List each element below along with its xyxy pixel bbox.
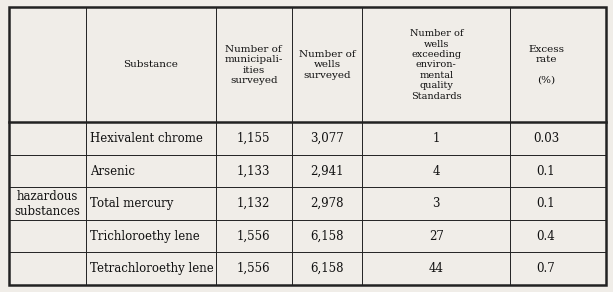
Text: 1,132: 1,132 — [237, 197, 270, 210]
Text: 6,158: 6,158 — [310, 262, 344, 275]
Text: 4: 4 — [433, 165, 440, 178]
Text: 2,978: 2,978 — [310, 197, 344, 210]
Text: 1,133: 1,133 — [237, 165, 270, 178]
Text: Hexivalent chrome: Hexivalent chrome — [91, 132, 204, 145]
Text: 44: 44 — [428, 262, 444, 275]
Text: Arsenic: Arsenic — [91, 165, 135, 178]
Text: 3: 3 — [433, 197, 440, 210]
Text: 0.4: 0.4 — [536, 230, 555, 243]
Text: Substance: Substance — [123, 60, 178, 69]
Text: 1,556: 1,556 — [237, 262, 270, 275]
Text: hazardous
substances: hazardous substances — [15, 190, 80, 218]
Text: 2,941: 2,941 — [310, 165, 344, 178]
Text: 3,077: 3,077 — [310, 132, 344, 145]
Text: Trichloroethy lene: Trichloroethy lene — [91, 230, 200, 243]
Text: 1: 1 — [433, 132, 440, 145]
Text: 6,158: 6,158 — [310, 230, 344, 243]
Text: 27: 27 — [429, 230, 444, 243]
Text: 1,155: 1,155 — [237, 132, 270, 145]
Text: 1,556: 1,556 — [237, 230, 270, 243]
Text: Number of
municipali-
ities
surveyed: Number of municipali- ities surveyed — [224, 45, 283, 85]
Text: Number of
wells
surveyed: Number of wells surveyed — [299, 50, 356, 80]
Text: Excess
rate

(%): Excess rate (%) — [528, 45, 564, 85]
Text: 0.1: 0.1 — [537, 165, 555, 178]
Text: 0.03: 0.03 — [533, 132, 559, 145]
Text: Tetrachloroethy lene: Tetrachloroethy lene — [91, 262, 214, 275]
Text: 0.1: 0.1 — [537, 197, 555, 210]
Text: Total mercury: Total mercury — [91, 197, 174, 210]
Text: Number of
wells
exceeding
environ-
mental
quality
Standards: Number of wells exceeding environ- menta… — [409, 29, 463, 100]
Text: 0.7: 0.7 — [536, 262, 555, 275]
